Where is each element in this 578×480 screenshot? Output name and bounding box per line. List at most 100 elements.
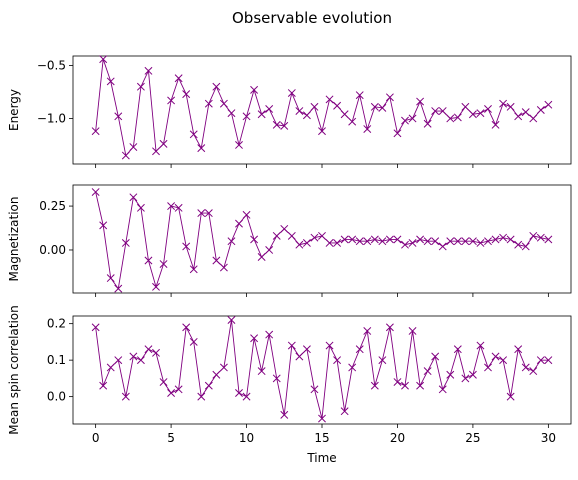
data-point [235, 389, 243, 397]
data-point [401, 116, 409, 125]
data-point [280, 224, 289, 233]
data-point [287, 89, 296, 98]
data-point [370, 235, 379, 244]
data-point [416, 235, 425, 244]
data-point [506, 235, 515, 244]
data-point [167, 202, 176, 211]
data-point [99, 221, 108, 230]
data-point [446, 237, 455, 246]
data-point [212, 256, 221, 265]
data-point [348, 363, 357, 372]
data-point [227, 237, 236, 246]
data-point [106, 274, 115, 283]
data-point [378, 103, 387, 112]
data-point [144, 256, 153, 265]
data-point [325, 238, 334, 247]
data-point [227, 109, 236, 118]
data-point [182, 90, 191, 99]
data-point [446, 370, 455, 379]
data-point [91, 323, 100, 332]
subplot-3: 0 5 10 15 20 25 30 0.2 0.1 0.0 Mean spin correlati… [7, 305, 572, 465]
data-point [393, 235, 402, 244]
data-point [408, 238, 417, 247]
data-point [302, 111, 311, 120]
y-axis-label: Energy [7, 89, 21, 131]
data-point [438, 385, 447, 394]
data-point [416, 381, 425, 390]
data-point [136, 356, 145, 365]
data-point [174, 385, 183, 394]
data-point [529, 231, 538, 240]
y-tick-label: 0.1 [47, 353, 66, 367]
data-point [182, 323, 191, 332]
data-point [235, 140, 243, 149]
data-point [272, 231, 281, 240]
data-point [159, 139, 168, 148]
data-point [431, 352, 440, 361]
data-point [431, 237, 440, 246]
data-point [385, 235, 394, 244]
data-point [544, 356, 553, 365]
y-tick-label: −0.5 [37, 59, 66, 73]
data-point [136, 203, 145, 212]
data-point [363, 327, 372, 335]
data-point [242, 392, 251, 401]
data-point [514, 240, 523, 249]
data-point [423, 119, 432, 128]
data-point [144, 66, 153, 75]
data-point [536, 233, 545, 242]
data-point [453, 237, 462, 246]
data-point [121, 151, 130, 160]
data-point [423, 367, 432, 376]
data-point [491, 352, 500, 361]
data-point [152, 282, 160, 291]
data-point [393, 378, 402, 386]
data-point [257, 253, 266, 261]
y-tick-label: 0.25 [39, 199, 66, 213]
data-point [91, 127, 100, 136]
data-point [423, 237, 432, 246]
data-point [506, 392, 515, 401]
data-point [476, 109, 485, 118]
data-point [544, 100, 553, 109]
data-point [521, 108, 530, 117]
data-point [453, 113, 462, 122]
data-point [355, 345, 364, 354]
data-point [348, 117, 357, 126]
data-point [476, 238, 485, 247]
data-point [408, 327, 417, 335]
data-point [99, 55, 108, 64]
data-point [385, 323, 394, 332]
data-point [310, 102, 319, 111]
data-point [189, 337, 198, 346]
data-point [302, 238, 311, 247]
x-tick-label: 0 [92, 431, 100, 445]
x-tick-label: 20 [390, 431, 405, 445]
data-point [310, 233, 319, 242]
data-point [431, 107, 440, 116]
data-point [318, 414, 326, 423]
data-point [167, 96, 176, 105]
data-point [250, 85, 259, 94]
data-point [219, 263, 228, 272]
data-point [348, 235, 357, 244]
data-point [325, 95, 334, 104]
data-point [385, 93, 394, 102]
data-point [318, 231, 326, 240]
data-point [129, 193, 138, 202]
data-point [340, 110, 349, 119]
data-point [446, 114, 455, 123]
y-axis-label: Magnetization [7, 197, 21, 282]
data-point [536, 356, 545, 365]
data-point [242, 210, 251, 219]
data-point [265, 246, 274, 254]
data-point [250, 334, 259, 343]
data-point [408, 114, 417, 123]
series-line [95, 59, 549, 157]
data-point [204, 381, 213, 390]
data-point [333, 238, 342, 247]
data-point [484, 363, 492, 372]
y-tick-label: 0.0 [47, 390, 66, 404]
data-point [159, 260, 168, 268]
data-point [416, 97, 425, 106]
